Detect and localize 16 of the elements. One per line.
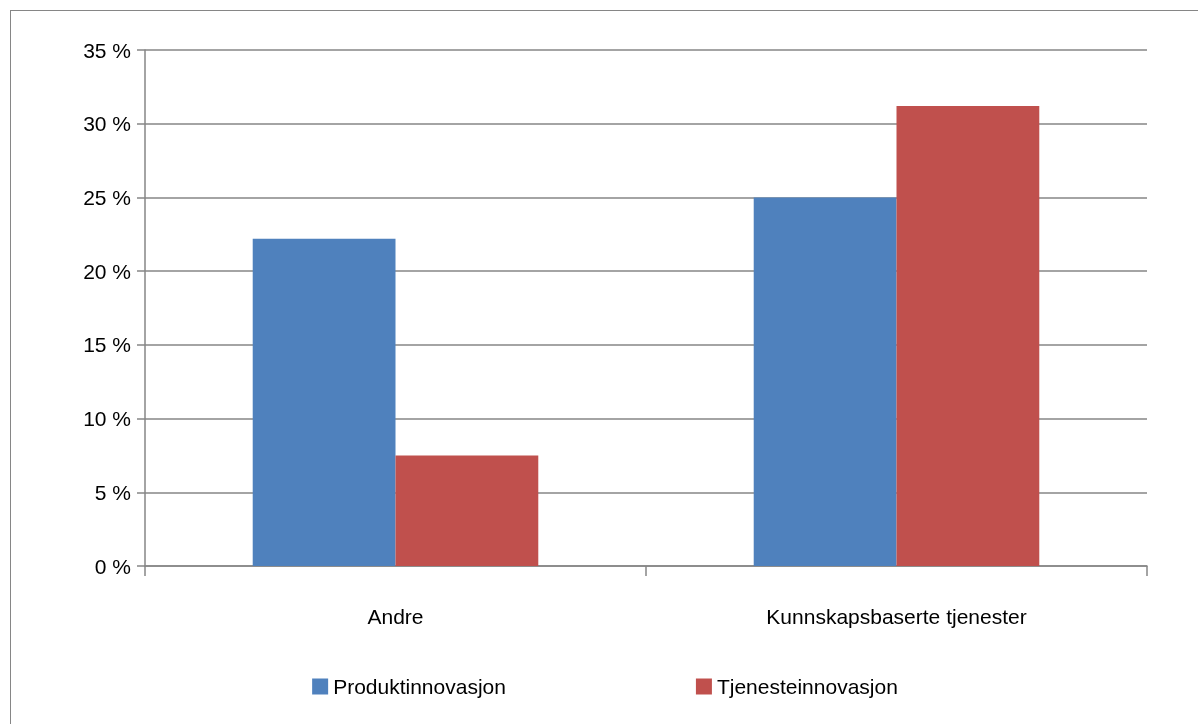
- legend-label: Tjenesteinnovasjon: [716, 675, 898, 698]
- y-tick-label: 25 %: [83, 185, 131, 209]
- y-tick-label: 5 %: [94, 480, 131, 504]
- y-tick-label: 35 %: [83, 38, 131, 62]
- y-tick-label: 15 %: [83, 333, 131, 357]
- y-tick-label: 10 %: [83, 407, 131, 431]
- legend-label: Produktinnovasjon: [333, 675, 506, 698]
- y-tick-label: 0 %: [94, 554, 131, 578]
- bar: [753, 197, 897, 566]
- bar: [252, 238, 396, 566]
- x-tick-label: Andre: [367, 605, 424, 628]
- y-tick-label: 30 %: [83, 112, 131, 136]
- y-tick-label: 20 %: [83, 259, 131, 283]
- bar: [896, 106, 1040, 566]
- x-tick-label: Kunnskapsbaserte tjenester: [766, 605, 1027, 628]
- bar: [395, 455, 539, 566]
